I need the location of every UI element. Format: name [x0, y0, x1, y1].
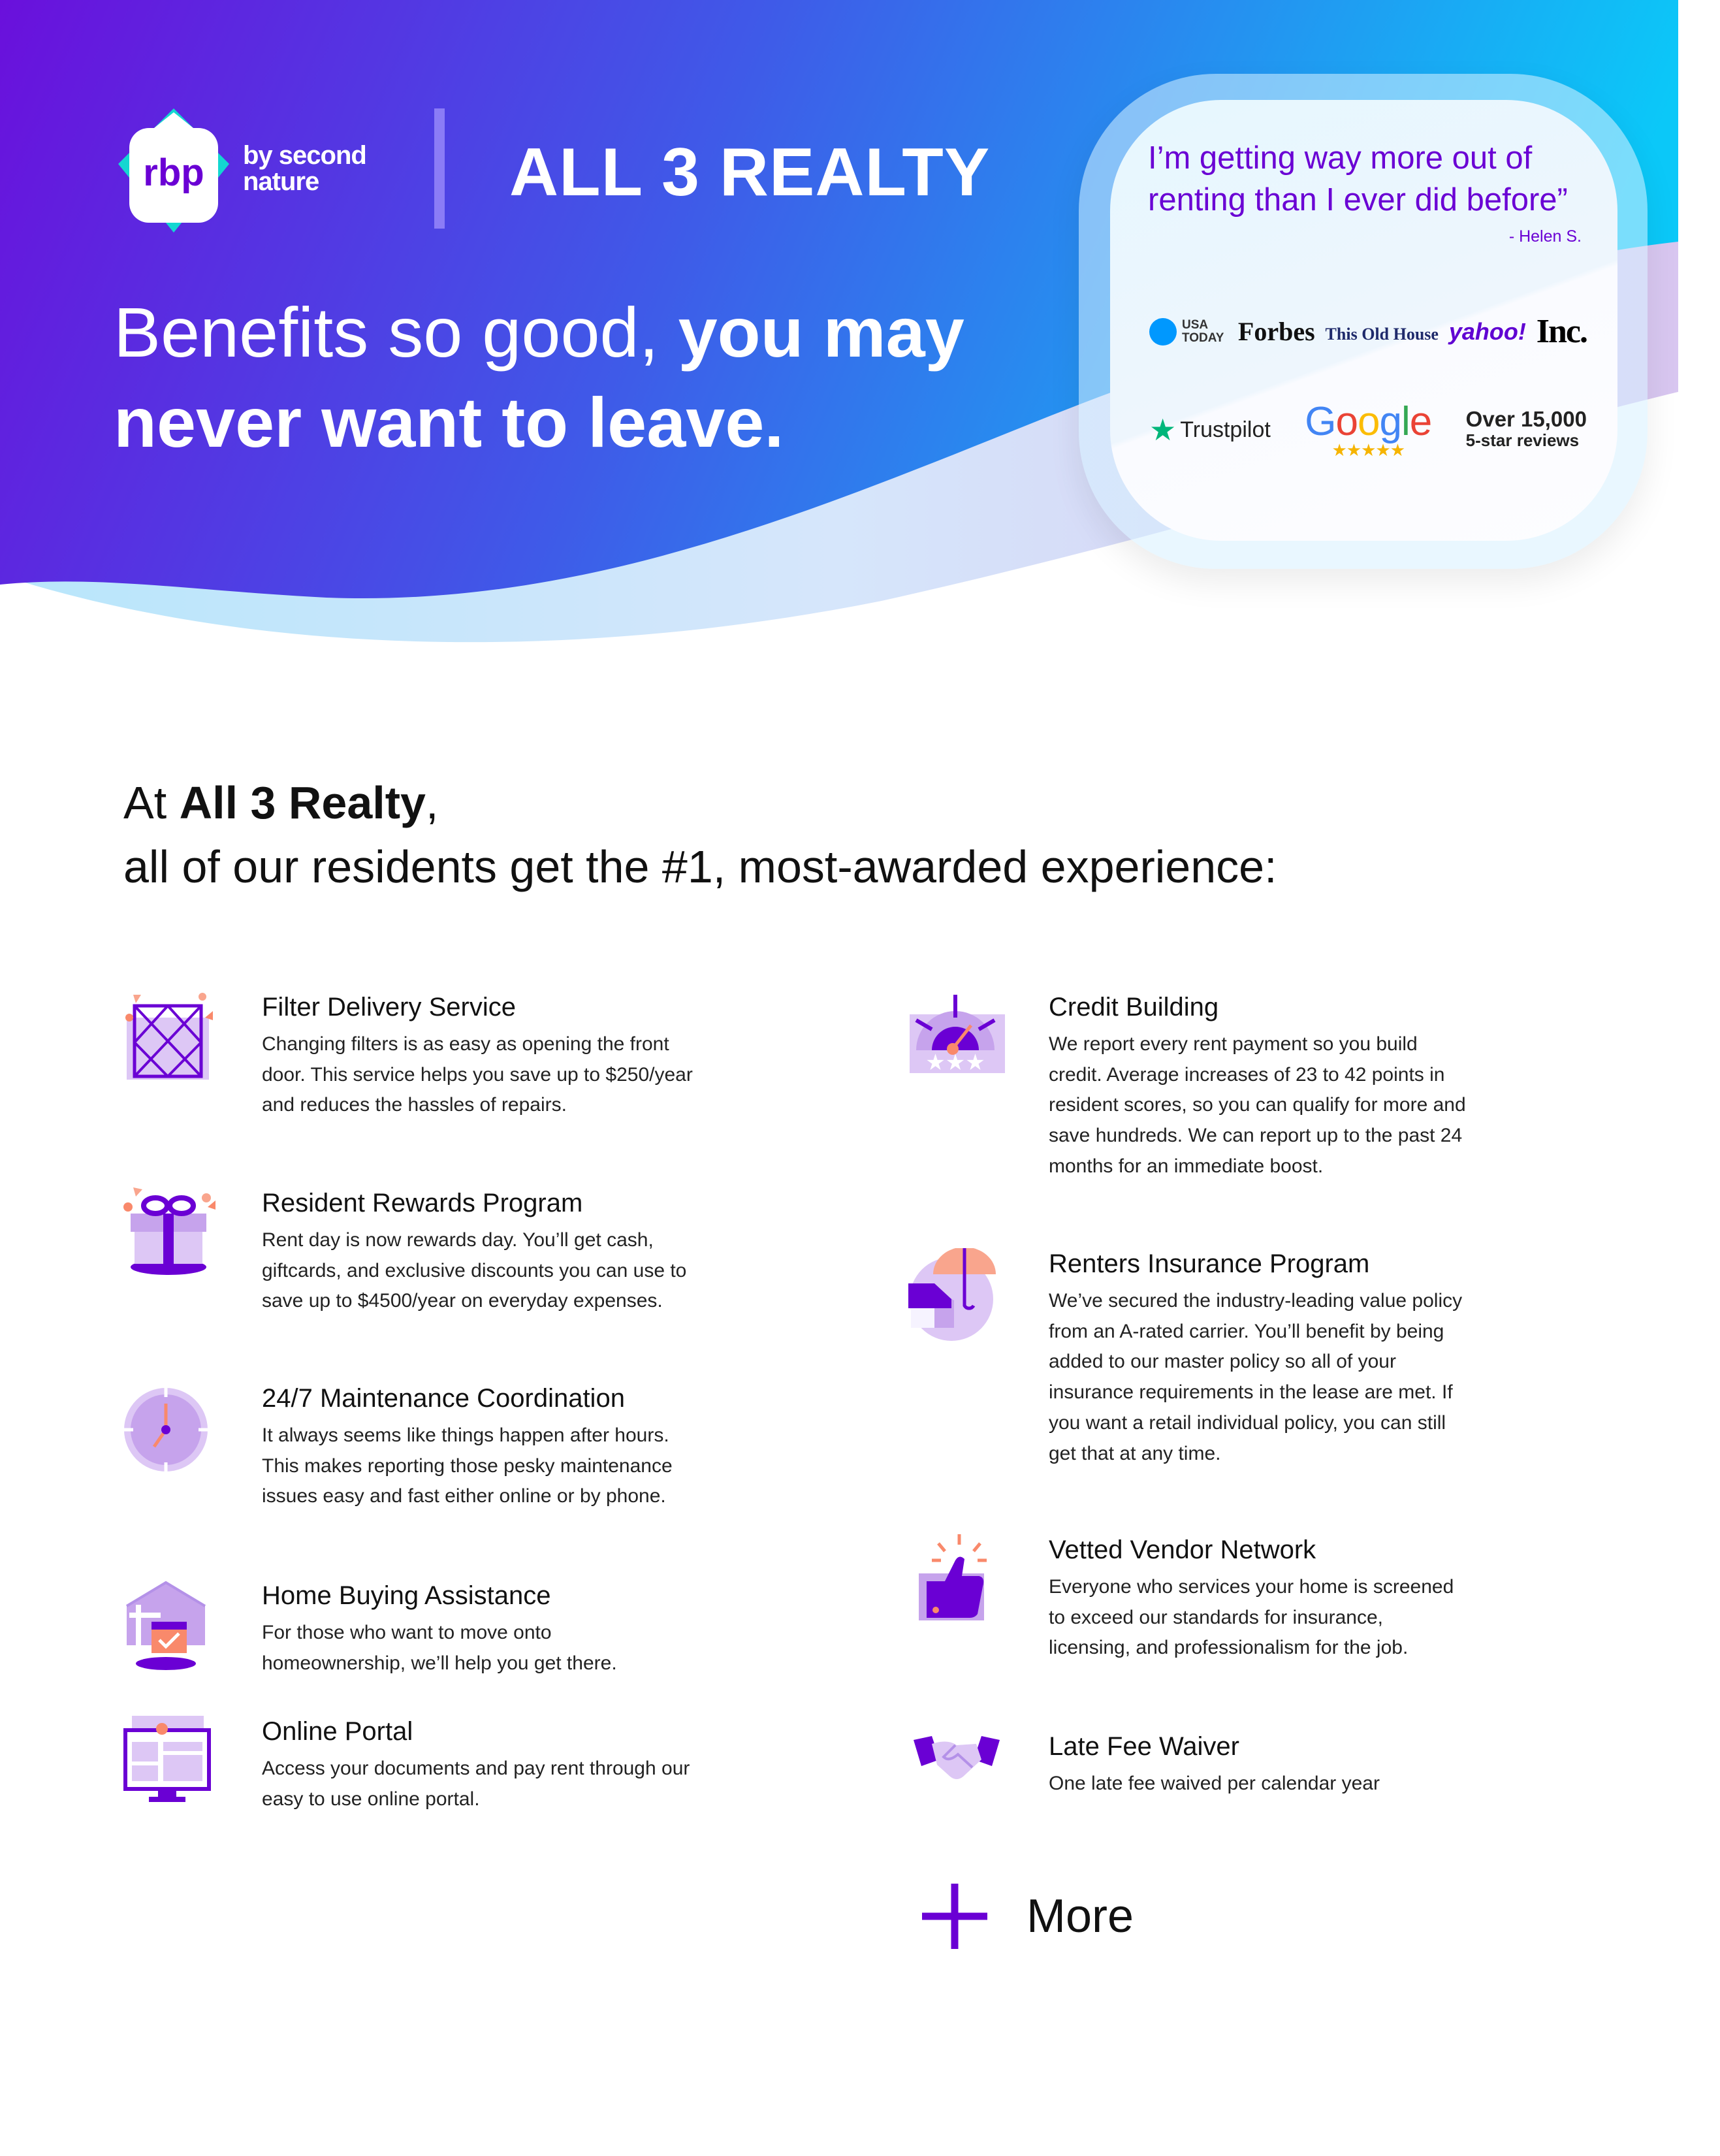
forbes-logo: Forbes: [1237, 317, 1315, 346]
benefit-title: Renters Insurance Program: [1049, 1249, 1370, 1278]
home-calendar-icon: [125, 1581, 206, 1670]
benefit-description: Changing filters is as easy as opening t…: [262, 1033, 693, 1116]
more-button[interactable]: More: [922, 1884, 1134, 1949]
testimonial-card: [1110, 100, 1617, 541]
benefit-maintenance: 24/7 Maintenance Coordination It always …: [124, 1383, 693, 1512]
inc-logo: Inc.: [1536, 313, 1588, 350]
testimonial-quote: I’m getting way more out of renting than…: [1148, 140, 1568, 217]
benefit-description: It always seems like things happen after…: [262, 1424, 673, 1507]
rbp-logo: rbp: [118, 108, 229, 233]
benefit-description: Rent day is now rewards day. You’ll get …: [262, 1229, 687, 1312]
benefit-title: 24/7 Maintenance Coordination: [262, 1384, 625, 1413]
review-count: Over 15,000 5-star reviews: [1465, 407, 1587, 450]
header-divider: [434, 108, 445, 229]
benefit-renters-insurance: Renters Insurance Program We’ve secured …: [908, 1248, 1467, 1469]
handshake-icon: [914, 1736, 1000, 1779]
benefit-description: Everyone who services your home is scree…: [1049, 1576, 1454, 1659]
filter-icon: [125, 993, 213, 1080]
benefit-description: For those who want to move onto homeowne…: [262, 1622, 617, 1674]
more-label: More: [1027, 1890, 1134, 1942]
headline-bold: you may never want to leave.: [114, 293, 964, 462]
five-stars-icon: ★★★★★: [1331, 440, 1405, 460]
house-umbrella-icon: [908, 1248, 996, 1341]
benefit-description: Access your documents and pay rent throu…: [262, 1758, 690, 1810]
benefit-title: Credit Building: [1049, 993, 1219, 1022]
this-old-house-logo: This Old House: [1325, 324, 1439, 344]
benefit-filter-delivery: Filter Delivery Service Changing filters…: [125, 991, 693, 1121]
benefit-resident-rewards: Resident Rewards Program Rent day is now…: [123, 1187, 693, 1317]
second-nature-byline: by second nature: [243, 141, 367, 196]
star-icon: ★: [1149, 413, 1177, 447]
svg-text:rbp: rbp: [143, 152, 204, 194]
benefit-title: Resident Rewards Program: [262, 1189, 583, 1217]
benefit-description: We’ve secured the industry-leading value…: [1049, 1290, 1463, 1464]
trustpilot-logo: ★ Trustpilot: [1149, 413, 1271, 447]
press-logos: USA TODAY Forbes This Old House yahoo! I…: [1149, 312, 1588, 351]
benefit-title: Filter Delivery Service: [262, 993, 516, 1022]
benefit-title: Online Portal: [262, 1717, 413, 1746]
usa-today-logo: USA TODAY: [1149, 317, 1228, 346]
svg-text:★★★: ★★★: [925, 1050, 985, 1075]
google-logo: Google ★★★★★: [1305, 399, 1432, 460]
benefit-vetted-vendor: Vetted Vendor Network Everyone who servi…: [919, 1534, 1467, 1664]
credit-gauge-icon: ★★★: [910, 995, 1005, 1075]
company-name: ALL 3 REALTY: [509, 135, 991, 210]
yahoo-logo: yahoo!: [1448, 317, 1526, 345]
benefit-online-portal: Online Portal Access your documents and …: [123, 1716, 693, 1814]
headline-regular: Benefits so good,: [114, 293, 678, 372]
benefit-late-fee-waiver: Late Fee Waiver One late fee waived per …: [914, 1731, 1467, 1799]
benefit-credit-building: ★★★ Credit Building We report every rent…: [910, 991, 1467, 1182]
plus-icon: [922, 1884, 987, 1949]
monitor-icon: [123, 1716, 211, 1802]
benefit-title: Home Buying Assistance: [262, 1581, 551, 1610]
clock-icon: [124, 1388, 208, 1472]
benefit-description: We report every rent payment so you buil…: [1049, 1033, 1466, 1177]
benefit-title: Late Fee Waiver: [1049, 1732, 1239, 1761]
review-badges: ★ Trustpilot Google ★★★★★ Over 15,000 5-…: [1149, 399, 1587, 460]
gift-icon: [123, 1187, 215, 1275]
testimonial-author: - Helen S.: [1508, 227, 1582, 246]
section-title: At All 3 Realty, all of our residents ge…: [123, 777, 1277, 892]
benefit-description: One late fee waived per calendar year: [1049, 1773, 1380, 1794]
benefit-home-buying: Home Buying Assistance For those who wan…: [125, 1580, 693, 1679]
thumbs-up-icon: [919, 1534, 987, 1620]
hero-headline: Benefits so good, you may never want to …: [114, 287, 1080, 468]
benefit-title: Vetted Vendor Network: [1049, 1536, 1316, 1564]
